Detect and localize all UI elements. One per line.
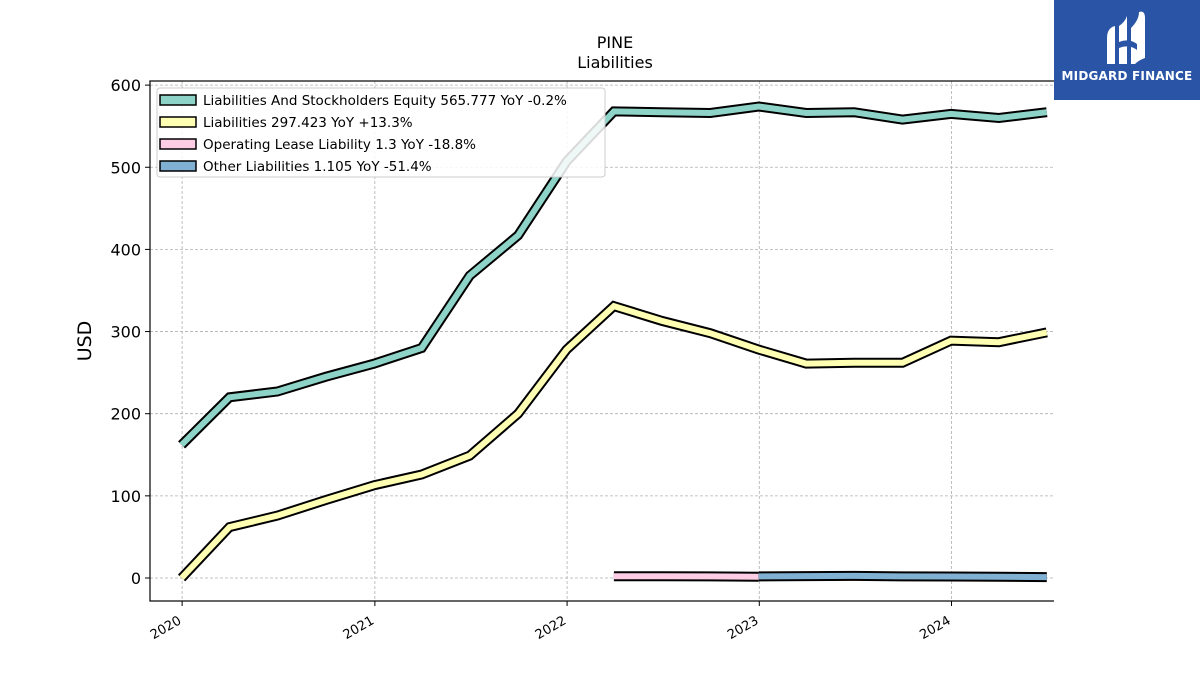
logo-text: MIDGARD FINANCE: [1061, 69, 1193, 83]
x-tick-label: 2020: [148, 613, 184, 643]
x-tick-label: 2023: [725, 613, 761, 643]
y-axis-ticks: 0 100 200 300 400 500 600: [110, 76, 150, 588]
x-tick-label: 2021: [341, 613, 377, 643]
series-layer: [177, 101, 1048, 583]
chart: PINE Liabilities USD 0 100 200 300 400 500 600…: [74, 33, 1054, 643]
series-line-3: [758, 572, 1047, 581]
series-outline-1: [177, 300, 1048, 582]
x-tick-label: 2022: [533, 613, 569, 643]
legend-label: Other Liabilities 1.105 YoY -51.4%: [203, 159, 432, 175]
legend-label: Liabilities And Stockholders Equity 565.…: [203, 93, 567, 109]
legend-label: Operating Lease Liability 1.3 YoY -18.8%: [203, 137, 476, 153]
y-tick-label: 200: [110, 405, 141, 424]
series-line-1: [179, 302, 1048, 581]
chart-title: PINE: [597, 33, 633, 52]
y-tick-label: 500: [110, 158, 141, 177]
legend: Liabilities And Stockholders Equity 565.…: [156, 87, 606, 178]
legend-label: Liabilities 297.423 YoY +13.3%: [203, 115, 413, 131]
x-tick-label: 2024: [917, 613, 953, 643]
logo-mark-icon: [1107, 11, 1145, 65]
y-tick-label: 100: [110, 487, 141, 506]
brand-logo: MIDGARD FINANCE: [1054, 0, 1200, 100]
legend-swatch: [159, 94, 197, 106]
series-line-2: [613, 573, 759, 580]
x-axis-ticks: 2020 2021 2022 2023 2024: [148, 601, 954, 643]
y-tick-label: 400: [110, 240, 141, 259]
chart-subtitle: Liabilities: [577, 53, 653, 72]
legend-swatch: [159, 116, 197, 128]
legend-swatch: [159, 160, 197, 172]
y-tick-label: 300: [110, 323, 141, 342]
plot-frame: [149, 80, 1054, 602]
series-line-0: [179, 103, 1048, 448]
legend-swatch: [159, 138, 197, 150]
legend-box: [156, 87, 606, 178]
y-tick-label: 600: [110, 76, 141, 95]
y-axis-label: USD: [74, 321, 96, 362]
y-tick-label: 0: [131, 569, 141, 588]
